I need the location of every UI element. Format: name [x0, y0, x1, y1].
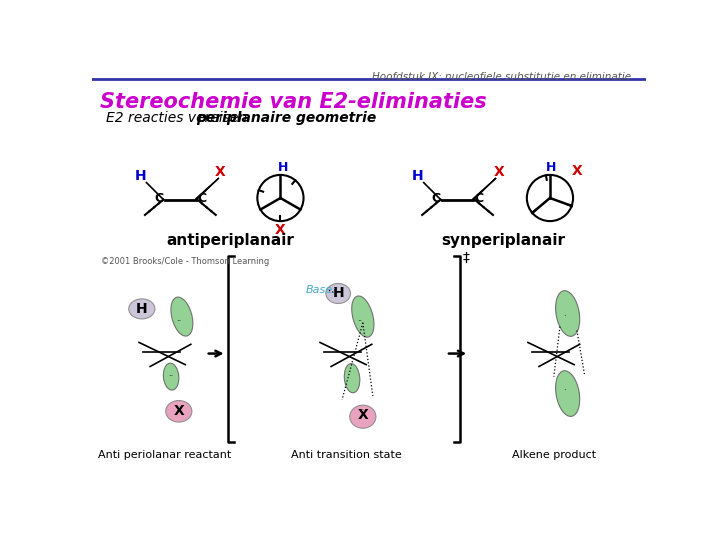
- Text: ··: ··: [168, 372, 174, 381]
- Text: H: H: [333, 287, 344, 300]
- Text: Base:: Base:: [306, 286, 337, 295]
- Ellipse shape: [171, 297, 193, 336]
- Ellipse shape: [556, 371, 580, 416]
- Ellipse shape: [556, 291, 580, 336]
- Text: H: H: [412, 170, 423, 184]
- Text: H: H: [136, 302, 148, 316]
- Ellipse shape: [352, 296, 374, 337]
- Text: X: X: [494, 165, 505, 179]
- Text: H: H: [546, 161, 556, 174]
- Text: periplanaire geometrie: periplanaire geometrie: [197, 111, 377, 125]
- Text: ··: ··: [176, 316, 181, 326]
- Text: H: H: [278, 161, 288, 174]
- Ellipse shape: [326, 284, 351, 303]
- Text: ·: ·: [563, 312, 566, 321]
- Text: Alkene product: Alkene product: [512, 450, 596, 460]
- Text: ··: ··: [359, 406, 364, 415]
- Text: Anti periolanar reactant: Anti periolanar reactant: [99, 450, 232, 460]
- Text: X: X: [357, 408, 368, 422]
- Text: ·: ·: [563, 386, 566, 395]
- Ellipse shape: [350, 405, 376, 428]
- Ellipse shape: [129, 299, 155, 319]
- Polygon shape: [473, 178, 496, 200]
- Polygon shape: [196, 178, 219, 200]
- Ellipse shape: [166, 401, 192, 422]
- Text: ··: ··: [357, 316, 362, 326]
- Text: Stereochemie van E2-eliminaties: Stereochemie van E2-eliminaties: [99, 92, 486, 112]
- Text: X: X: [174, 404, 184, 418]
- Text: C: C: [154, 192, 163, 205]
- Text: X: X: [572, 164, 582, 178]
- Ellipse shape: [344, 363, 360, 393]
- Text: C: C: [474, 192, 484, 205]
- Ellipse shape: [163, 363, 179, 390]
- Text: E2 reacties vereisen: E2 reacties vereisen: [106, 111, 251, 125]
- Text: antiperiplanair: antiperiplanair: [166, 233, 294, 248]
- Text: Hoofdstuk IX: nucleofiele substitutie en eliminatie: Hoofdstuk IX: nucleofiele substitutie en…: [372, 72, 631, 83]
- Text: X: X: [275, 222, 286, 237]
- Text: ©2001 Brooks/Cole - Thomson Learning: ©2001 Brooks/Cole - Thomson Learning: [101, 257, 269, 266]
- Text: synperiplanair: synperiplanair: [442, 233, 566, 248]
- Text: H: H: [135, 170, 146, 184]
- Text: X: X: [215, 165, 226, 179]
- Text: ‡: ‡: [463, 251, 470, 265]
- Text: C: C: [197, 192, 207, 205]
- Text: Anti transition state: Anti transition state: [291, 450, 401, 460]
- Text: C: C: [431, 192, 441, 205]
